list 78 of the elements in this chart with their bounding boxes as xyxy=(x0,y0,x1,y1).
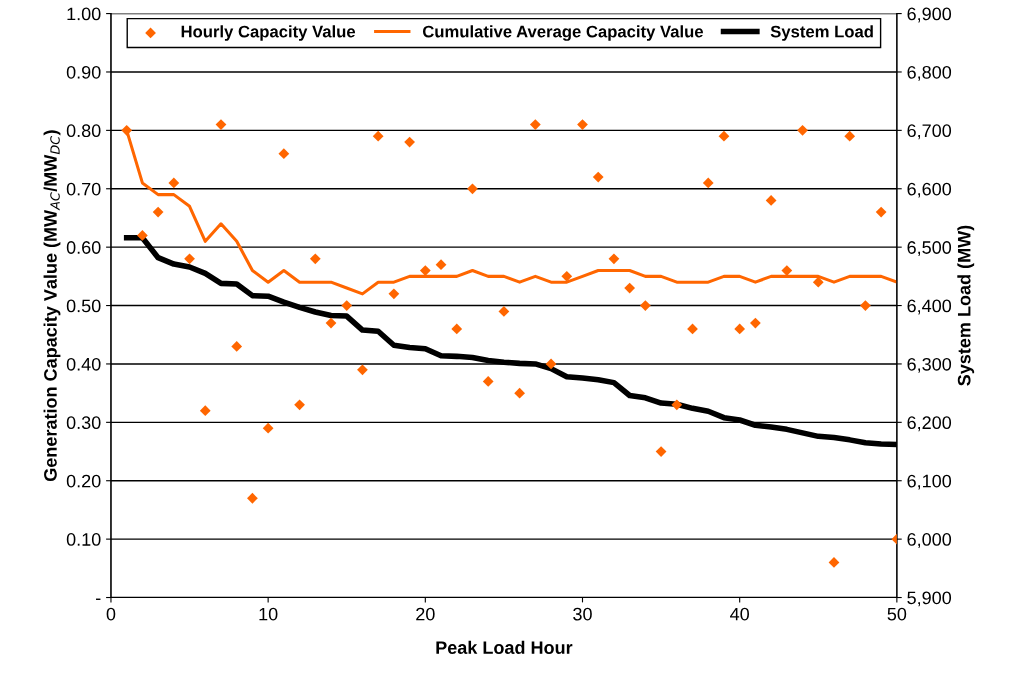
point xyxy=(137,230,148,241)
point xyxy=(341,300,353,311)
y-tick-label: 0.90 xyxy=(66,65,101,79)
point xyxy=(639,300,651,311)
point xyxy=(262,422,274,434)
y2-tick-label: 5,900 xyxy=(907,591,952,607)
point xyxy=(529,119,541,130)
y2-tick-label: 6,300 xyxy=(907,357,952,373)
point xyxy=(325,317,337,329)
point xyxy=(435,259,447,271)
point xyxy=(765,195,777,206)
legend-label: System Load xyxy=(770,25,873,41)
point xyxy=(860,300,871,311)
y2-tick-label: 6,500 xyxy=(907,241,952,257)
x-tick-label: 10 xyxy=(259,607,278,621)
legend-label: Hourly Capacity Value xyxy=(181,25,356,41)
x-tick-label: 0 xyxy=(106,607,116,621)
point xyxy=(734,323,746,335)
point xyxy=(561,270,573,282)
y2-tick-label: 6,700 xyxy=(907,124,952,140)
point xyxy=(247,492,258,504)
legend-label: Cumulative Average Capacity Value xyxy=(422,25,703,41)
point xyxy=(404,136,415,148)
point xyxy=(388,288,400,300)
point xyxy=(514,387,526,399)
point xyxy=(199,405,211,417)
y-tick-label: - xyxy=(96,598,101,600)
point xyxy=(718,130,730,142)
y-tick-label: 0.30 xyxy=(66,416,101,430)
point xyxy=(184,253,195,265)
point xyxy=(278,148,290,160)
y-tick-label: 0.10 xyxy=(66,533,101,546)
point xyxy=(231,341,243,352)
point xyxy=(750,317,761,329)
point xyxy=(451,323,463,335)
point xyxy=(309,253,321,265)
point xyxy=(875,206,887,218)
y2-tick-label: 6,100 xyxy=(907,474,952,490)
y-tick-label: 0.50 xyxy=(66,299,101,313)
y2-tick-label: 6,600 xyxy=(907,182,952,198)
point xyxy=(121,124,133,136)
point xyxy=(624,282,636,294)
y-axis-title: Generation Capacity Value (MW$_{AC}$/MW$_{DC}$) xyxy=(43,130,61,482)
y-tick-label: 0.70 xyxy=(66,182,101,196)
x-tick-label: 40 xyxy=(730,607,750,621)
point xyxy=(419,265,431,276)
point xyxy=(294,399,305,411)
point xyxy=(592,171,604,183)
y-tick-label: 0.80 xyxy=(66,124,101,138)
point xyxy=(797,124,808,136)
point xyxy=(467,183,478,195)
point xyxy=(702,177,714,189)
y2-tick-label: 6,900 xyxy=(907,7,952,23)
point xyxy=(372,130,384,142)
x-axis-title: Peak Load Hour xyxy=(436,640,573,654)
point xyxy=(152,206,164,218)
x-tick-label: 30 xyxy=(573,607,592,621)
point xyxy=(168,177,180,189)
y2-tick-label: 6,800 xyxy=(907,65,952,81)
x-tick-label: 20 xyxy=(416,607,435,621)
point xyxy=(498,306,510,317)
point xyxy=(781,265,793,276)
y-tick-label: 0.20 xyxy=(66,474,101,488)
point xyxy=(671,399,683,411)
point xyxy=(844,130,856,142)
point xyxy=(357,364,368,376)
point xyxy=(577,119,588,130)
y2-tick-label: 6,400 xyxy=(907,299,952,315)
y-tick-label: 0.60 xyxy=(66,241,101,254)
y-tick-label: 1.00 xyxy=(67,7,101,21)
point xyxy=(608,253,620,265)
point xyxy=(545,358,557,370)
point xyxy=(482,376,494,387)
y2-tick-label: 6,200 xyxy=(907,416,952,432)
y2-tick-label: 6,000 xyxy=(907,533,952,548)
x-tick-label: 50 xyxy=(887,607,907,621)
y-tick-label: 0.40 xyxy=(66,357,101,371)
y2-axis-title: System Load (MW) xyxy=(957,225,975,386)
